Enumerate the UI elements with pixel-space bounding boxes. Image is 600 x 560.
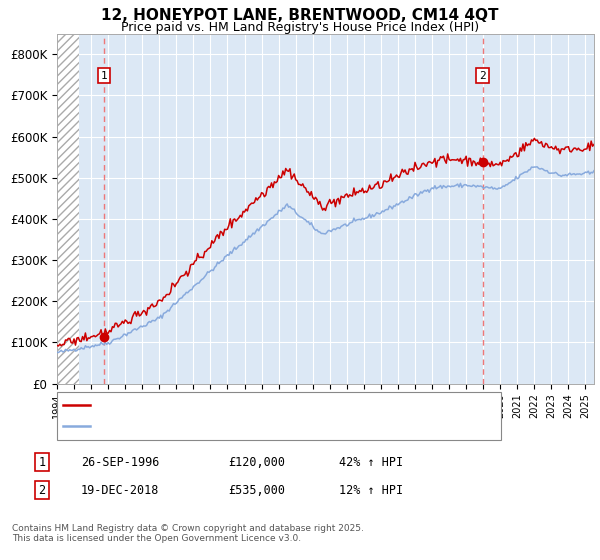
Text: £120,000: £120,000 <box>228 455 285 469</box>
Text: £535,000: £535,000 <box>228 483 285 497</box>
Text: 1: 1 <box>100 71 107 81</box>
Text: 2: 2 <box>479 71 486 81</box>
Text: 1: 1 <box>38 455 46 469</box>
Bar <box>57 34 79 384</box>
Text: 42% ↑ HPI: 42% ↑ HPI <box>339 455 403 469</box>
Text: HPI: Average price, semi-detached house, Brentwood: HPI: Average price, semi-detached house,… <box>94 421 372 431</box>
Bar <box>57 34 79 384</box>
Text: 12% ↑ HPI: 12% ↑ HPI <box>339 483 403 497</box>
Text: 2: 2 <box>38 483 46 497</box>
Text: Contains HM Land Registry data © Crown copyright and database right 2025.
This d: Contains HM Land Registry data © Crown c… <box>12 524 364 543</box>
Text: 12, HONEYPOT LANE, BRENTWOOD, CM14 4QT: 12, HONEYPOT LANE, BRENTWOOD, CM14 4QT <box>101 8 499 24</box>
Text: 12, HONEYPOT LANE, BRENTWOOD, CM14 4QT (semi-detached house): 12, HONEYPOT LANE, BRENTWOOD, CM14 4QT (… <box>94 400 462 410</box>
Text: Price paid vs. HM Land Registry's House Price Index (HPI): Price paid vs. HM Land Registry's House … <box>121 21 479 34</box>
Text: 26-SEP-1996: 26-SEP-1996 <box>81 455 160 469</box>
Text: 19-DEC-2018: 19-DEC-2018 <box>81 483 160 497</box>
